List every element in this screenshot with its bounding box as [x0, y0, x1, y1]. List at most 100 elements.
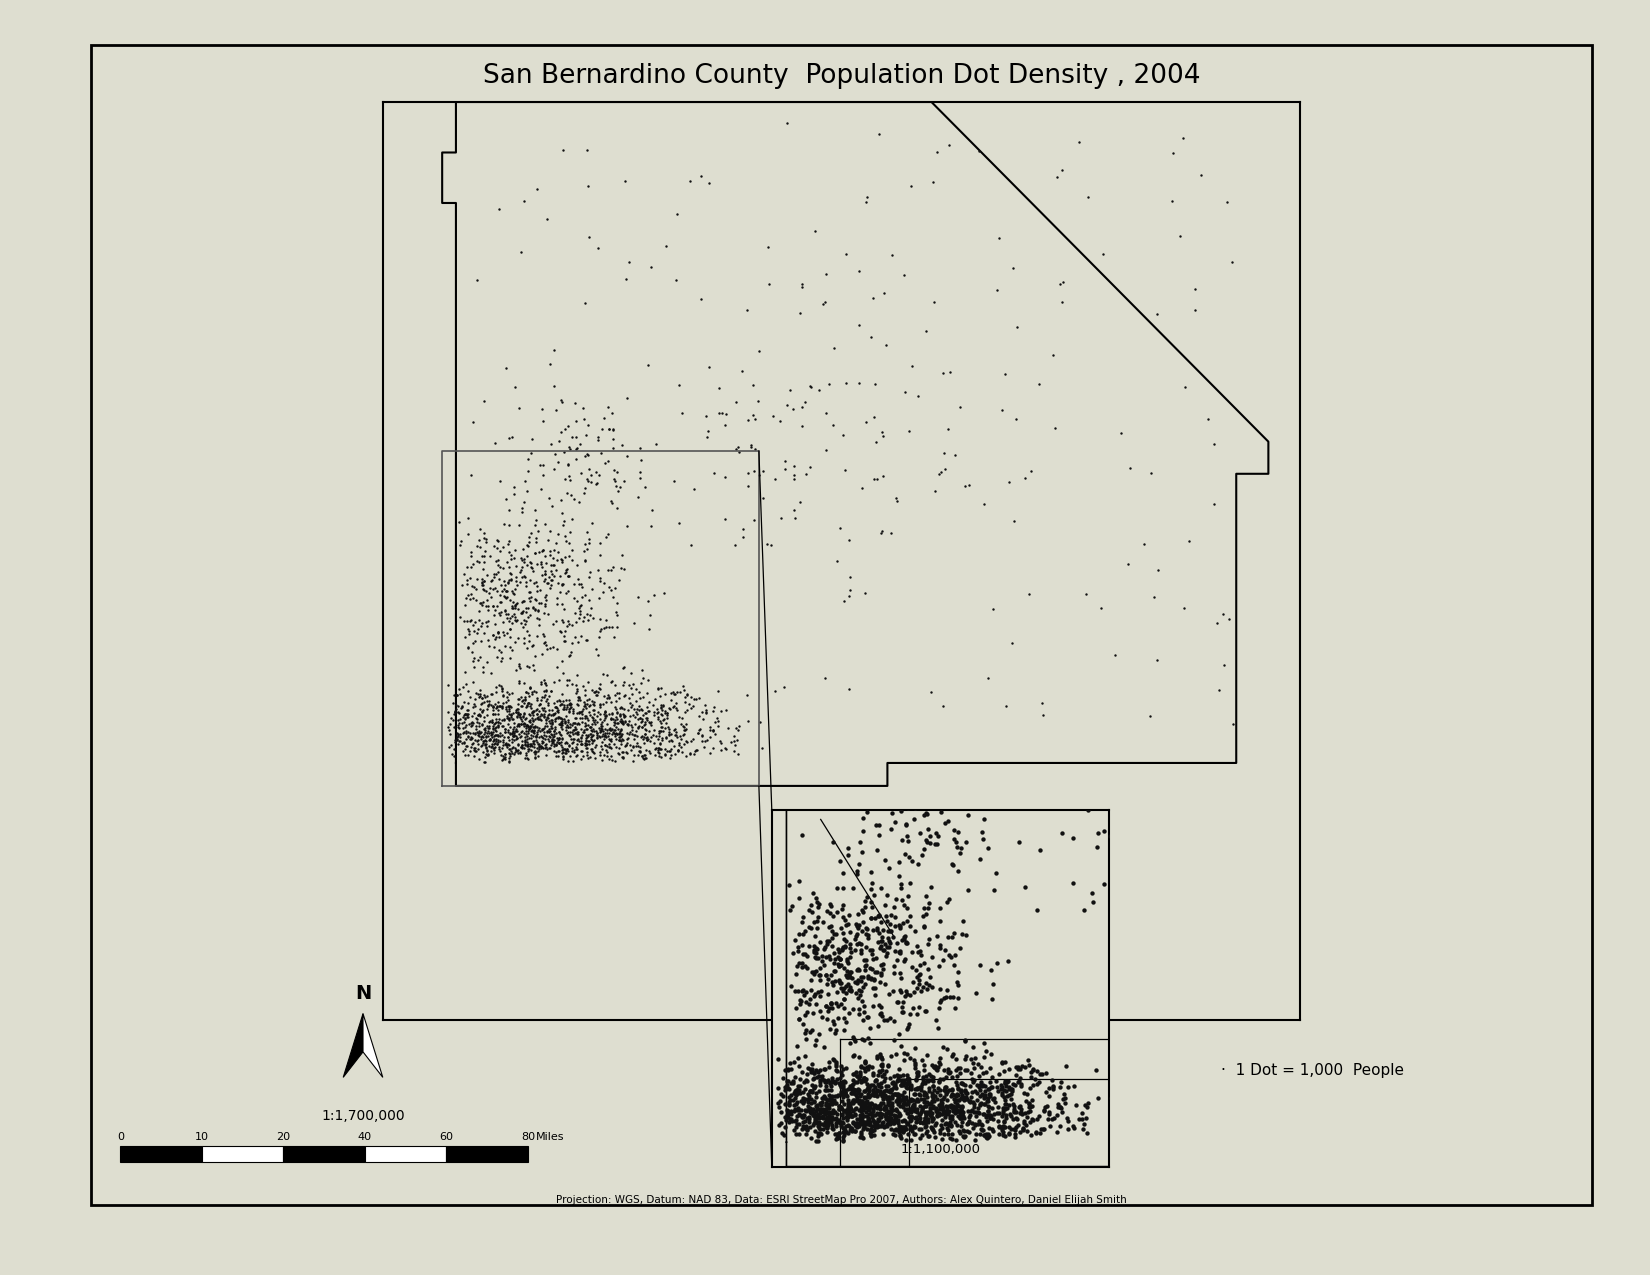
Point [942, 1086, 969, 1107]
Point [508, 714, 535, 734]
Point [967, 849, 993, 870]
Point [497, 699, 523, 719]
Point [581, 695, 607, 715]
Point [538, 713, 564, 733]
Point [939, 856, 965, 876]
Point [564, 695, 591, 715]
Point [1036, 1102, 1063, 1122]
Point [569, 586, 596, 607]
Point [606, 729, 632, 750]
Point [886, 915, 912, 936]
Point [541, 697, 568, 718]
Point [812, 1071, 838, 1091]
Point [784, 1080, 810, 1100]
Point [893, 1094, 919, 1114]
Point [797, 1021, 823, 1042]
Point [589, 725, 615, 746]
Point [866, 1044, 893, 1065]
Point [629, 709, 655, 729]
Point [931, 1102, 957, 1122]
Point [549, 612, 576, 632]
Point [497, 611, 523, 631]
Point [551, 525, 578, 546]
Point [945, 861, 972, 881]
Point [886, 1091, 912, 1112]
Point [912, 802, 939, 822]
Point [838, 980, 865, 1001]
Point [873, 907, 899, 927]
Point [975, 667, 1002, 687]
Point [655, 717, 681, 737]
Point [602, 674, 629, 695]
Point [817, 1108, 843, 1128]
Point [830, 989, 856, 1010]
Point [576, 705, 602, 725]
Point [515, 738, 541, 759]
Point [833, 1012, 860, 1033]
Point [972, 1062, 998, 1082]
Point [870, 1093, 896, 1113]
Point [881, 956, 908, 977]
Point [997, 1089, 1023, 1109]
Point [924, 1057, 950, 1077]
Point [988, 1077, 1015, 1098]
Point [586, 645, 612, 666]
Point [817, 965, 843, 986]
Point [978, 1107, 1005, 1127]
Point [848, 1123, 874, 1144]
Point [939, 1105, 965, 1126]
Point [906, 974, 932, 994]
Point [521, 589, 548, 609]
Point [573, 724, 599, 745]
Point [536, 700, 563, 720]
Point [838, 1118, 865, 1139]
Point [919, 1121, 945, 1141]
Point [1117, 458, 1143, 478]
Point [563, 683, 589, 704]
Point [1219, 252, 1246, 273]
Point [530, 412, 556, 432]
Point [828, 1098, 855, 1118]
Point [663, 682, 690, 703]
Point [490, 746, 516, 766]
Point [490, 736, 516, 756]
Point [967, 1080, 993, 1100]
Point [832, 937, 858, 958]
Point [597, 728, 624, 748]
Point [1371, 668, 1398, 688]
Point [459, 713, 485, 733]
Point [879, 1095, 906, 1116]
Point [625, 586, 652, 607]
Point [874, 1054, 901, 1075]
Point [1069, 1103, 1096, 1123]
Point [703, 708, 729, 728]
Point [556, 701, 582, 722]
Point [642, 688, 668, 709]
Point [772, 1109, 799, 1130]
Point [858, 1126, 884, 1146]
Point [596, 728, 622, 748]
Point [911, 805, 937, 825]
Point [559, 751, 586, 771]
Point [568, 463, 594, 483]
Point [876, 1080, 903, 1100]
Point [853, 955, 879, 975]
Point [916, 928, 942, 949]
Point [492, 357, 518, 377]
Point [860, 1107, 886, 1127]
Point [949, 1072, 975, 1093]
Point [729, 519, 756, 539]
Point [470, 733, 497, 754]
Point [837, 933, 863, 954]
Point [1140, 653, 1167, 673]
Point [1167, 226, 1193, 246]
Point [483, 627, 510, 648]
Point [762, 469, 789, 490]
Point [525, 746, 551, 766]
Point [647, 747, 673, 768]
Point [579, 608, 606, 629]
Point [498, 729, 525, 750]
Point [503, 720, 530, 741]
Point [827, 949, 853, 969]
Point [896, 1014, 922, 1034]
